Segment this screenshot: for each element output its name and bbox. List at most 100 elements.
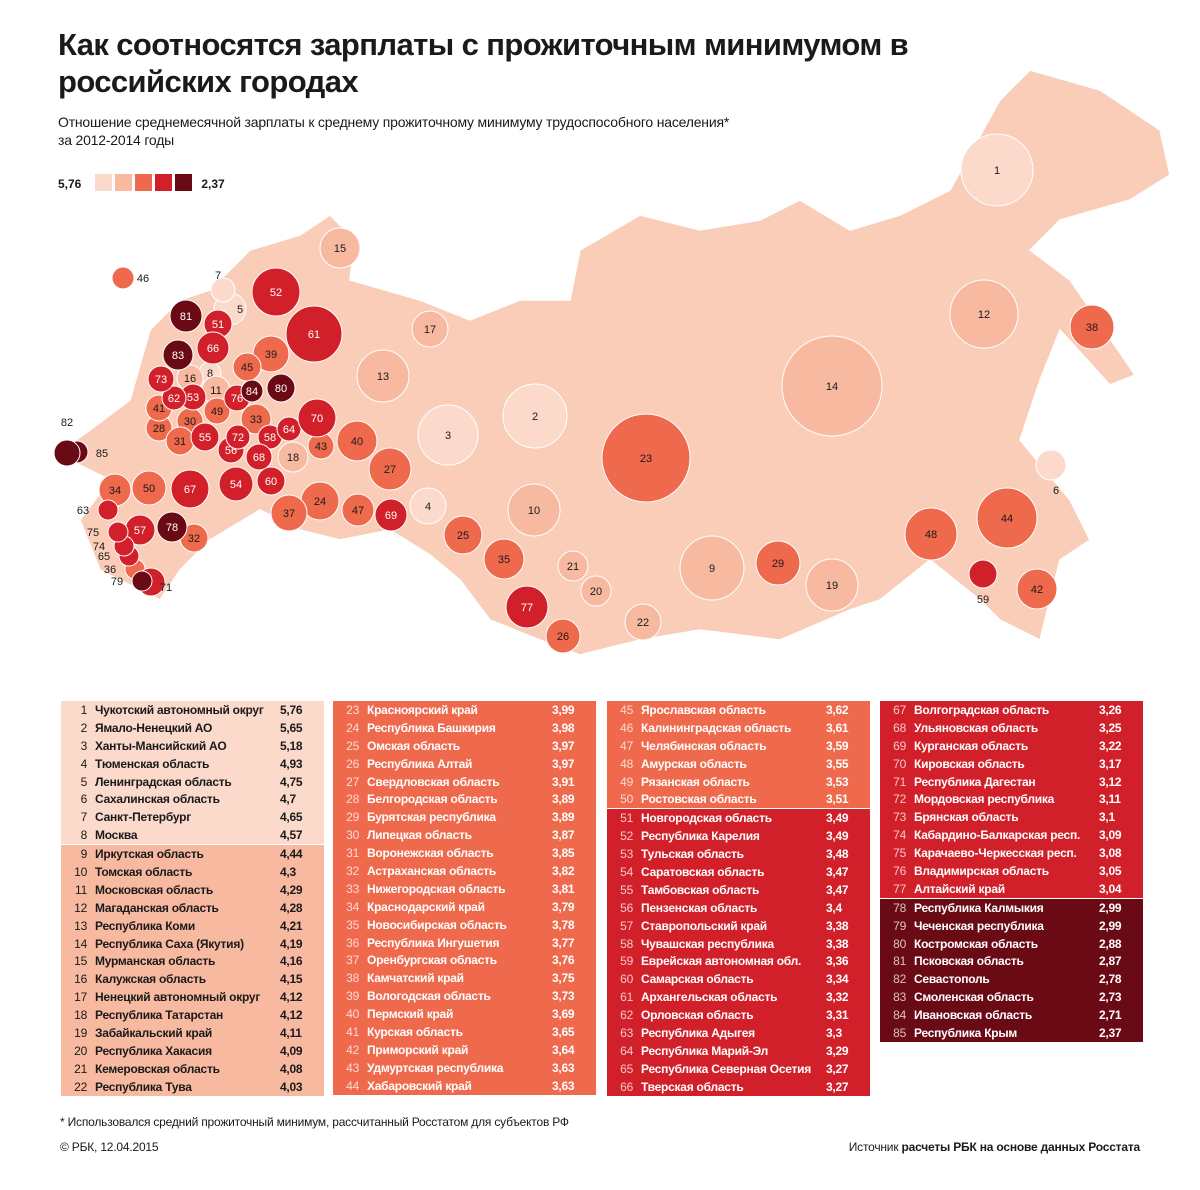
region-name: Костромская область — [914, 936, 1038, 951]
rank: 40 — [346, 1007, 359, 1022]
region-label: 75 — [87, 527, 99, 539]
rank: 64 — [620, 1043, 633, 1058]
region-shape-37 — [270, 494, 308, 532]
color-legend: 5,76 2,37 — [58, 174, 225, 194]
table-row: 5 Ленинградская область 4,75 — [61, 772, 324, 791]
rank: 4 — [80, 756, 88, 771]
table-row: 80 Костромская область 2,88 — [880, 934, 1143, 953]
table-row: 54 Саратовская область 3,47 — [607, 863, 870, 881]
table-row: 72 Мордовская республика 3,11 — [880, 790, 1143, 809]
ratio-value: 3,38 — [826, 936, 849, 951]
table-row: 55 Тамбовская область 3,47 — [607, 880, 870, 899]
russia-map: 1234567891011121314151617181920212223242… — [53, 69, 1171, 656]
region-shape-40 — [336, 420, 378, 462]
rank: 21 — [74, 1061, 87, 1076]
region-shape-68 — [245, 443, 273, 471]
rank: 49 — [620, 774, 633, 789]
region-label: 36 — [104, 564, 116, 576]
region-shape-78 — [156, 511, 188, 543]
rank: 26 — [346, 756, 359, 771]
region-name: Кабардино-Балкарская респ. — [914, 828, 1081, 843]
region-label: 24 — [314, 496, 326, 508]
region-label: 8 — [207, 368, 213, 380]
legend-high-label: 5,76 — [58, 177, 82, 191]
region-shape-73 — [147, 365, 175, 393]
region-name: Республика Карелия — [641, 829, 760, 844]
region-label: 84 — [246, 386, 258, 398]
rank: 44 — [346, 1078, 359, 1093]
ratio-value: 3,61 — [826, 720, 849, 735]
rank: 80 — [893, 936, 906, 951]
region-label: 55 — [199, 432, 211, 444]
rank: 74 — [893, 828, 906, 843]
region-label: 51 — [212, 319, 224, 331]
region-label: 14 — [826, 381, 838, 393]
subtitle-line: за 2012-2014 годы — [58, 132, 175, 148]
rank: 16 — [74, 972, 87, 987]
ratio-value: 4,57 — [280, 828, 303, 843]
region-label: 82 — [61, 417, 73, 429]
region-name: Челябинская область — [641, 738, 767, 753]
ratio-value: 3,87 — [552, 828, 575, 843]
rank: 20 — [74, 1043, 87, 1058]
ratio-value: 3,97 — [552, 738, 575, 753]
region-label: 68 — [253, 452, 265, 464]
rank: 76 — [893, 863, 906, 878]
region-shape-27 — [368, 447, 412, 491]
region-name: Липецкая область — [367, 828, 472, 843]
rank: 32 — [346, 863, 359, 878]
region-name: Ненецкий автономный округ — [95, 990, 261, 1005]
region-label: 34 — [109, 485, 121, 497]
region-label: 4 — [425, 501, 431, 513]
ratio-value: 4,15 — [280, 972, 303, 987]
region-label: 37 — [283, 508, 295, 520]
subtitle-line: Отношение среднемесячной зарплаты к сред… — [58, 114, 730, 130]
rank: 12 — [74, 900, 87, 915]
ratio-value: 5,76 — [280, 702, 303, 717]
region-label: 72 — [232, 432, 244, 444]
table-row: 31 Воронежская область 3,85 — [333, 844, 596, 863]
region-label: 32 — [188, 533, 200, 545]
region-name: Санкт-Петербург — [95, 810, 191, 825]
rank: 33 — [346, 881, 359, 896]
region-shape-42 — [1016, 568, 1058, 610]
region-shape-29 — [755, 540, 801, 586]
ratio-value: 3,27 — [826, 1079, 849, 1094]
ratio-value: 3,89 — [552, 810, 575, 825]
region-label: 64 — [283, 424, 295, 436]
region-label: 76 — [231, 393, 243, 405]
region-name: Ямало-Ненецкий АО — [95, 720, 213, 735]
region-label: 28 — [153, 423, 165, 435]
footnote: * Использовался средний прожиточный мини… — [60, 1115, 569, 1129]
table-row: 36 Республика Ингушетия 3,77 — [333, 933, 596, 952]
region-name: Кировская область — [914, 756, 1025, 771]
rank: 48 — [620, 756, 633, 771]
region-shape-81 — [169, 299, 203, 333]
page-title: Как соотносятся зарплаты с прожиточным м… — [58, 27, 909, 99]
rank: 1 — [80, 702, 88, 717]
region-shape-13 — [356, 349, 410, 403]
rank: 13 — [74, 918, 87, 933]
rank: 38 — [346, 971, 359, 986]
table-row: 42 Приморский край 3,64 — [333, 1040, 596, 1059]
ratio-value: 4,93 — [280, 756, 303, 771]
region-label: 78 — [166, 522, 178, 534]
region-shape-59 — [968, 559, 998, 589]
rank: 45 — [620, 702, 633, 717]
rank: 31 — [346, 846, 359, 861]
table-row: 15 Мурманская область 4,16 — [61, 952, 324, 971]
region-shape-84 — [240, 379, 264, 403]
rank: 39 — [346, 989, 359, 1004]
ratio-value: 2,99 — [1099, 918, 1122, 933]
table-row: 6 Сахалинская область 4,7 — [61, 790, 324, 809]
legend-swatch — [135, 174, 153, 191]
region-name: Республика Калмыкия — [914, 900, 1044, 915]
region-shape-70 — [297, 398, 337, 438]
table-row: 29 Бурятская республика 3,89 — [333, 808, 596, 827]
region-shape-44 — [976, 487, 1038, 549]
table-row: 19 Забайкальский край 4,11 — [61, 1024, 324, 1042]
legend-swatch — [95, 174, 113, 191]
region-name: Тамбовская область — [641, 882, 760, 897]
ratio-value: 3,59 — [826, 738, 849, 753]
region-label: 48 — [925, 529, 937, 541]
